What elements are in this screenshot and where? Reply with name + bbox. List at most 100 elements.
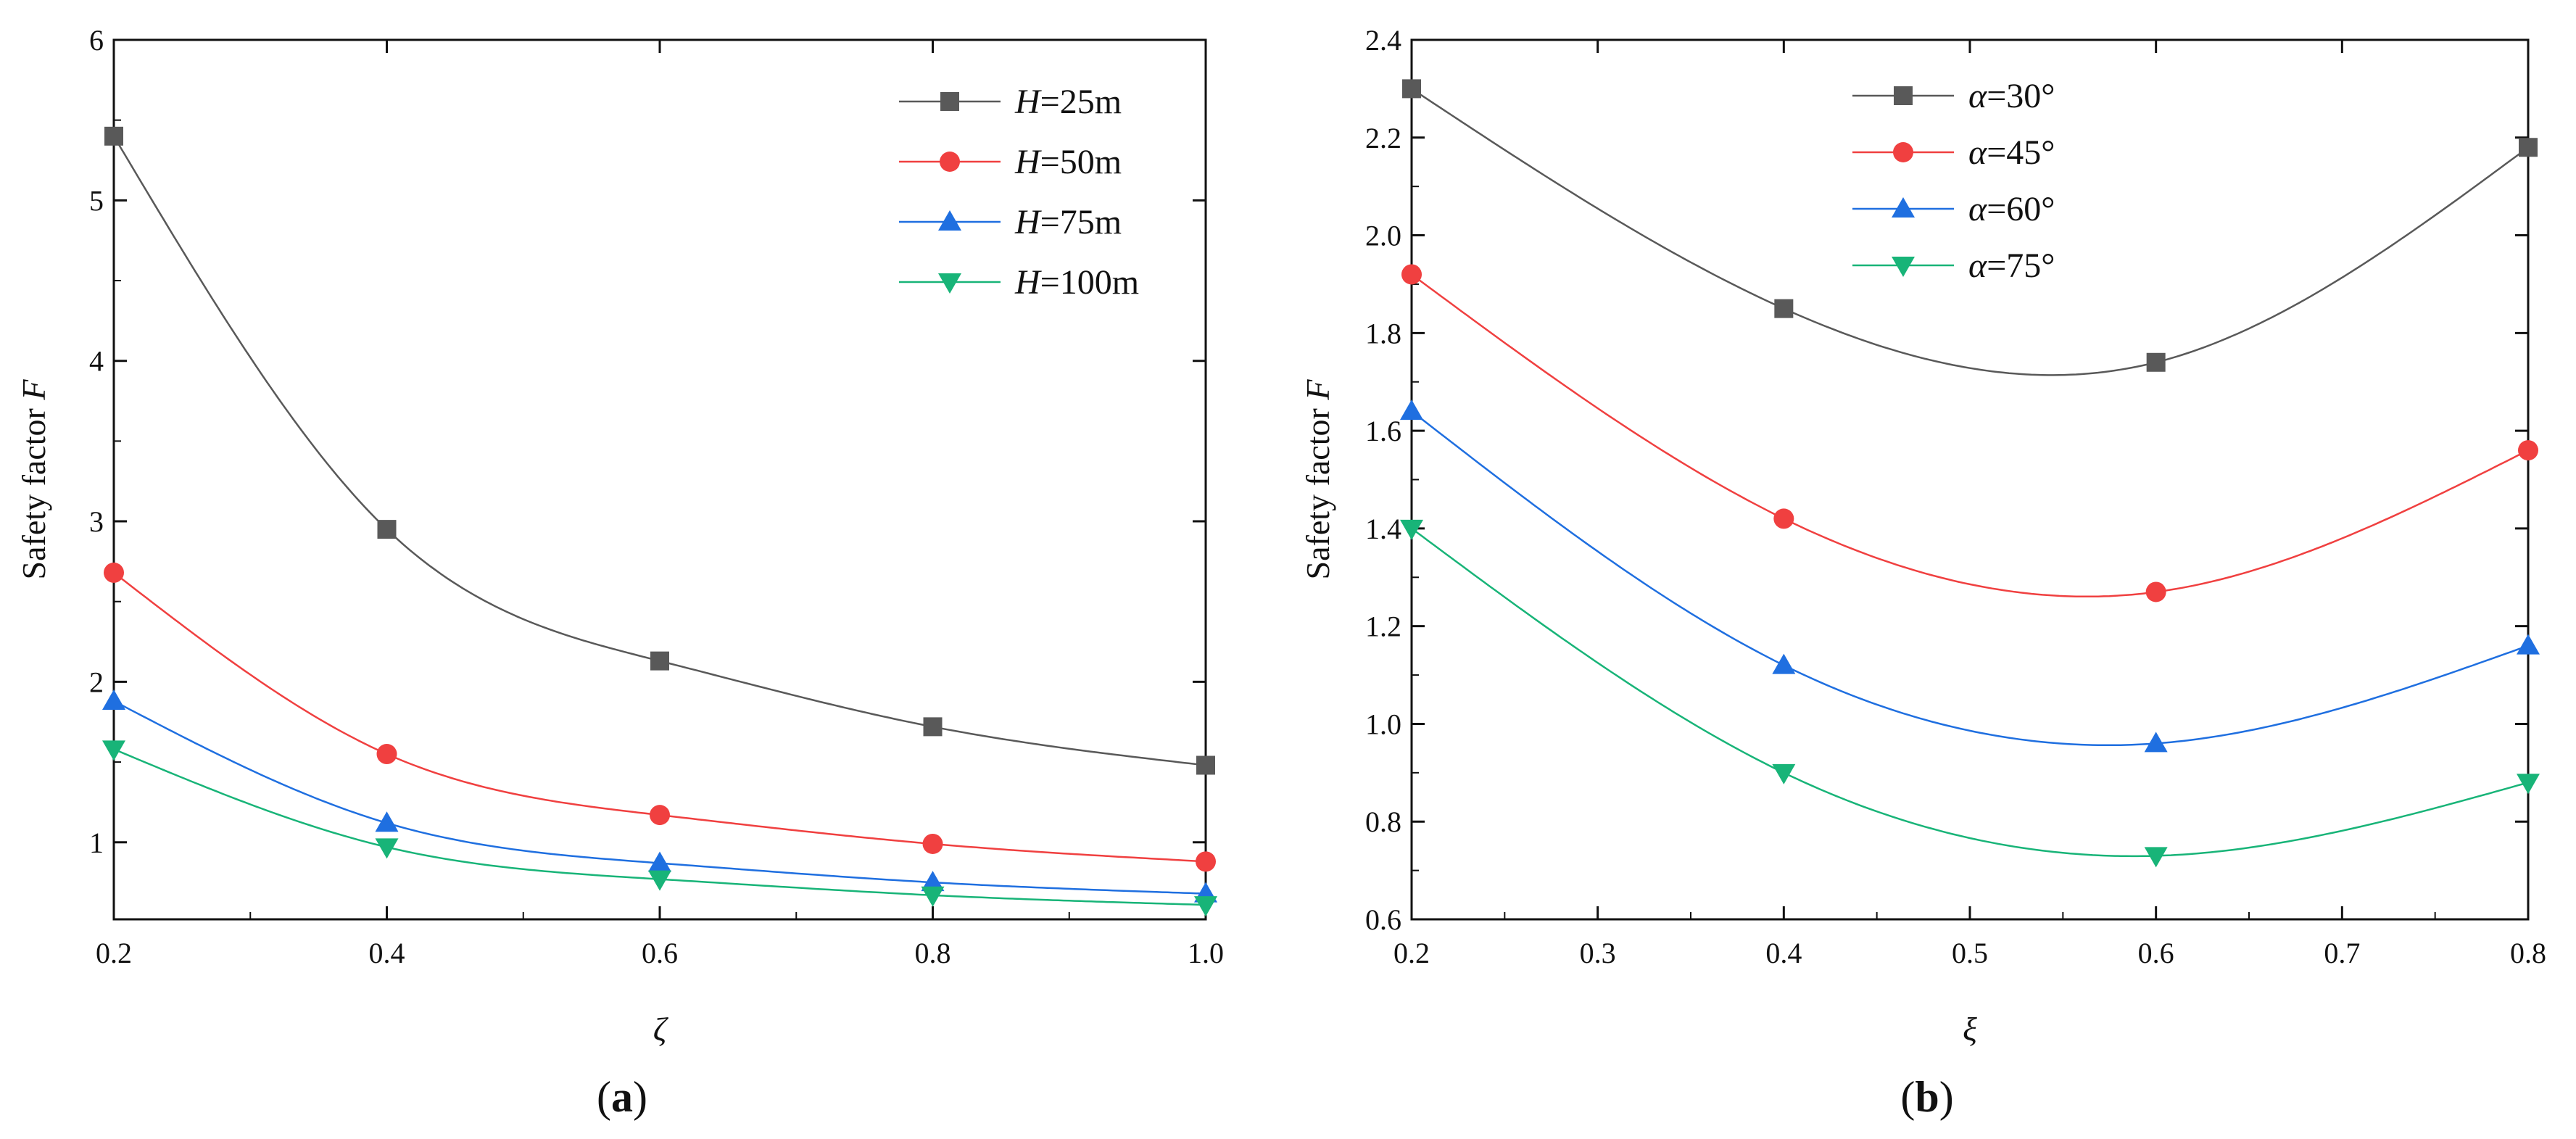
data-point — [1196, 755, 1215, 775]
series-layer — [1412, 88, 2528, 858]
data-point — [1774, 299, 1794, 318]
data-point — [102, 740, 125, 761]
y-tick-label: 5 — [89, 184, 104, 217]
legend-marker — [1892, 197, 1915, 218]
y-tick-label: 2.4 — [1365, 24, 1401, 57]
y-tick-label: 1.2 — [1365, 610, 1401, 643]
y-tick-label: 0.8 — [1365, 805, 1401, 838]
data-point — [2144, 732, 2168, 753]
y-axis-label: Safety factor F — [1299, 379, 1336, 580]
x-tick-label: 0.2 — [1393, 937, 1430, 969]
series-line-0 — [1412, 88, 2528, 376]
legend-label-var: α — [1968, 247, 1987, 285]
x-tick-label: 0.7 — [2324, 937, 2360, 969]
data-point — [2518, 440, 2538, 461]
data-point — [377, 520, 397, 539]
marker-layer — [102, 126, 1217, 917]
y-tick-label: 2 — [89, 666, 104, 698]
data-point — [102, 689, 125, 710]
legend-marker — [938, 210, 961, 231]
legend-marker — [1893, 142, 1913, 162]
data-point — [2146, 352, 2166, 372]
panel-label-b: (b) — [1900, 1073, 1953, 1121]
legend-marker — [940, 152, 960, 172]
x-tick-label: 0.8 — [915, 937, 951, 969]
legend-label-rest: =25m — [1040, 83, 1122, 121]
data-point — [1400, 519, 1423, 540]
data-point — [2519, 138, 2538, 157]
legend-label-rest: =100m — [1040, 263, 1139, 302]
legend-label: α=60° — [1968, 190, 2055, 228]
y-axis-label-var: F — [15, 379, 52, 401]
y-axis-label: Safety factor F — [15, 379, 52, 580]
data-point — [650, 805, 670, 826]
legend-label: H=100m — [1014, 263, 1139, 302]
x-tick-label: 0.3 — [1580, 937, 1616, 969]
legend-label-var: α — [1968, 190, 1987, 228]
data-point — [922, 833, 943, 854]
legend-marker — [1892, 257, 1915, 277]
data-point — [375, 838, 399, 859]
y-tick-label: 1.4 — [1365, 513, 1401, 545]
y-tick-label: 2.0 — [1365, 220, 1401, 252]
data-point — [921, 886, 945, 907]
legend-marker — [1894, 86, 1913, 105]
legend-label-rest: =45° — [1987, 133, 2055, 172]
legend-label-var: α — [1968, 133, 1987, 172]
series-line-2 — [1412, 410, 2528, 747]
data-point — [1400, 399, 1423, 421]
x-tick-label: 0.5 — [1952, 937, 1988, 969]
x-axis-label: ζ — [653, 1011, 669, 1048]
legend-label-var: H — [1014, 143, 1042, 181]
y-tick-label: 1.8 — [1365, 317, 1401, 349]
legend-label-rest: =50m — [1040, 143, 1122, 181]
series-line-3 — [1412, 527, 2528, 858]
chart-b: 0.2 0.3 0.4 0.5 0.6 0.7 0.8 0.6 0.8 1.0 1.2 1.4 1.6 1… — [1299, 24, 2546, 1048]
data-point — [1196, 851, 1216, 872]
legend-label-var: H — [1014, 263, 1042, 302]
data-point — [921, 871, 945, 892]
data-point — [2145, 581, 2166, 602]
data-point — [104, 562, 124, 583]
legend: α=30°α=45°α=60°α=75° — [1852, 77, 2055, 285]
legend-label: α=30° — [1968, 77, 2055, 115]
x-axis-label: ξ — [1963, 1011, 1977, 1048]
x-tick-label: 0.4 — [1765, 937, 1802, 969]
data-point — [104, 126, 123, 146]
x-tick-label: 0.6 — [2138, 937, 2174, 969]
panel-label-a: (a) — [597, 1073, 647, 1121]
data-point — [2144, 847, 2168, 868]
data-point — [1773, 508, 1794, 529]
legend-marker — [940, 92, 959, 111]
y-tick-label: 0.6 — [1365, 903, 1401, 936]
y-tick-label: 4 — [89, 345, 104, 378]
data-point — [648, 870, 671, 891]
legend-label-var: H — [1014, 203, 1042, 241]
series-layer — [114, 136, 1206, 906]
data-point — [923, 717, 943, 737]
marker-layer — [1400, 79, 2540, 868]
y-tick-label: 2.2 — [1365, 122, 1401, 154]
legend-marker — [938, 273, 961, 294]
data-point — [1772, 653, 1796, 674]
legend-label-rest: =75m — [1040, 203, 1122, 241]
x-tick-label: 1.0 — [1188, 937, 1224, 969]
legend-label: H=75m — [1014, 203, 1122, 241]
data-point — [1402, 79, 1421, 99]
data-point — [648, 851, 671, 872]
data-point — [375, 811, 399, 832]
legend-label-rest: =30° — [1987, 77, 2055, 115]
legend-label-var: H — [1014, 83, 1042, 121]
legend-label: H=50m — [1014, 143, 1122, 181]
x-tick-label: 0.2 — [96, 937, 132, 969]
x-tick-label: 0.8 — [2510, 937, 2546, 969]
data-point — [650, 651, 669, 671]
legend-label: α=75° — [1968, 247, 2055, 285]
y-tick-label: 6 — [89, 24, 104, 57]
data-point — [1401, 264, 1422, 285]
y-axis-label-var: F — [1299, 379, 1336, 401]
